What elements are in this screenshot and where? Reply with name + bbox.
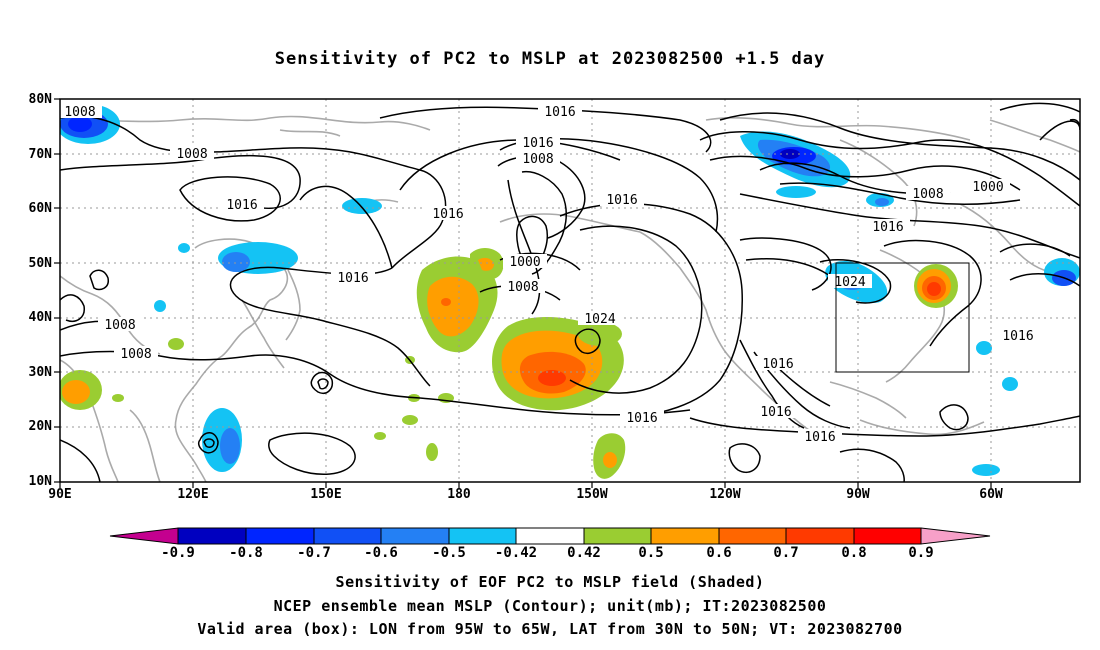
valid-area-box [835,262,970,373]
contour-label: 1000 [509,255,540,270]
colorbar-segment [448,527,517,545]
mslp-contours [60,102,1080,482]
colorbar-label: -0.5 [432,545,466,561]
colorbar-segment [380,527,450,545]
contour-label: 1008 [176,147,207,162]
contour-label: 1016 [804,430,835,445]
lat-label: 40N [28,310,52,325]
contour-label: 1008 [120,347,151,362]
colorbar-over-triangle [920,527,991,545]
contour-label: 1016 [626,411,657,426]
lon-label: 90E [48,487,72,502]
contour-label: 1016 [226,198,257,213]
contour-label: 1016 [606,193,637,208]
lat-label: 60N [28,201,52,216]
lat-label: 50N [28,256,52,271]
contour-label: 1016 [1002,329,1033,344]
contour-label: 1016 [432,207,463,222]
caption-line-2: NCEP ensemble mean MSLP (Contour); unit(… [273,597,827,615]
contour-label: 1016 [760,405,791,420]
contour-label: 1000 [972,180,1003,195]
colorbar-label: -0.7 [297,545,331,561]
colorbar-label: 0.5 [638,545,664,561]
lon-label: 60W [979,487,1003,502]
colorbar-label: -0.8 [229,545,263,561]
colorbar-under-triangle [109,527,179,545]
colorbar-segment [245,527,315,545]
contour-label: 1008 [64,105,95,120]
lon-label: 180 [447,487,471,502]
colorbar-segment [583,527,652,545]
lat-label: 70N [28,147,52,162]
lon-label: 120E [177,487,209,502]
colorbar-label: 0.8 [841,545,867,561]
lon-label: 90W [846,487,870,502]
colorbar-segment [853,527,922,545]
colorbar-segment [313,527,382,545]
contour-label: 1016 [522,136,553,151]
lat-label: 20N [28,419,52,434]
colorbar-segment [650,527,720,545]
lon-label: 150W [576,487,608,502]
colorbar-segment [718,527,787,545]
contour-label: 1016 [872,220,903,235]
colorbar-label: 0.42 [567,545,601,561]
colorbar-segment [177,527,247,545]
colorbar-label: 0.6 [706,545,732,561]
contour-label: 1008 [507,280,538,295]
contour-label: 1024 [584,312,615,327]
colorbar-label: -0.6 [364,545,398,561]
axis-ticks [54,98,992,488]
contour-label: 1016 [337,271,368,286]
contour-label: 1008 [912,187,943,202]
contour-label: 1024 [834,275,865,290]
colorbar-label: 0.7 [773,545,799,561]
caption-line-3: Valid area (box): LON from 95W to 65W, L… [197,620,903,638]
lat-label: 10N [28,474,52,489]
contour-label: 1016 [762,357,793,372]
shading [60,104,1080,479]
colorbar-label: -0.9 [161,545,195,561]
map-frame [59,98,1081,483]
caption-line-1: Sensitivity of EOF PC2 to MSLP field (Sh… [335,573,765,591]
colorbar-label: 0.9 [908,545,934,561]
contour-label: 1008 [104,318,135,333]
colorbar-label: -0.42 [494,545,538,561]
lat-label: 30N [28,365,52,380]
lon-label: 150E [310,487,342,502]
contour-labels: 1008 1008 1016 1016 1016 1008 1016 1016 … [60,104,1040,445]
colorbar-segment [515,527,585,545]
lon-label: 120W [709,487,741,502]
colorbar-segment [785,527,855,545]
lat-label: 80N [28,92,52,107]
map-area: 1008 1008 1016 1016 1016 1008 1016 1016 … [60,99,1080,482]
contour-label: 1016 [544,105,575,120]
figure-title: Sensitivity of PC2 to MSLP at 2023082500… [274,49,826,69]
contour-label: 1008 [522,152,553,167]
colorbar [109,527,991,545]
